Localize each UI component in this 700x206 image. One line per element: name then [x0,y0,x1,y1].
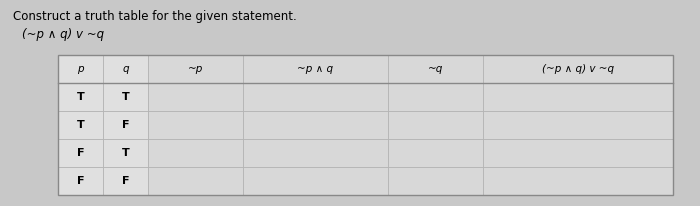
Bar [243,55,388,83]
Bar [388,83,483,111]
Text: F: F [122,120,130,130]
Text: ~p ∧ q: ~p ∧ q [298,64,334,74]
Bar [103,139,148,167]
Text: (~p ∧ q) v ~q: (~p ∧ q) v ~q [542,64,614,74]
Bar [243,167,388,195]
Text: T: T [122,148,130,158]
Text: F: F [77,176,84,186]
Bar [388,111,483,139]
Bar [58,139,103,167]
Text: q: q [122,64,129,74]
Bar [103,167,148,195]
Bar [103,111,148,139]
Bar [483,139,673,167]
Bar [148,83,243,111]
Bar [103,83,148,111]
Bar [483,83,673,111]
Text: T: T [122,92,130,102]
Bar [243,111,388,139]
Bar [58,55,103,83]
Text: F: F [77,148,84,158]
Bar [103,55,148,83]
Bar [148,167,243,195]
Bar [483,167,673,195]
Text: ~p: ~p [188,64,203,74]
Text: T: T [76,92,85,102]
Text: F: F [122,176,130,186]
Text: (~p ∧ q) v ~q: (~p ∧ q) v ~q [22,28,104,41]
Bar [388,167,483,195]
Text: Construct a truth table for the given statement.: Construct a truth table for the given st… [13,10,297,23]
Bar [148,139,243,167]
Bar [58,167,103,195]
Bar [388,139,483,167]
Bar [58,83,103,111]
Bar [388,55,483,83]
Bar [243,83,388,111]
Text: ~q: ~q [428,64,443,74]
Bar [243,139,388,167]
Bar [58,111,103,139]
Bar [58,55,673,195]
Text: p: p [77,64,84,74]
Bar [483,111,673,139]
Bar [483,55,673,83]
Bar [148,55,243,83]
Bar [148,111,243,139]
Text: T: T [76,120,85,130]
